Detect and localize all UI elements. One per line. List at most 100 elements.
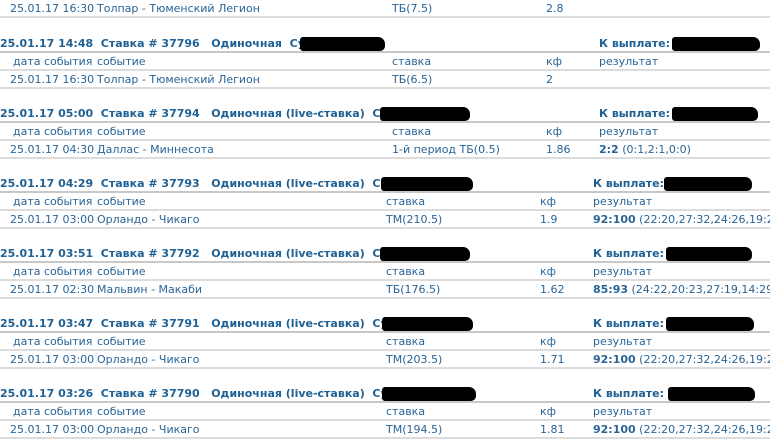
bet-title: 25.01.17 14:48 Ставка # 37796 Одиночная … xyxy=(0,37,335,50)
coefficient: 1.81 xyxy=(540,423,565,436)
bet-label: Ставка # xyxy=(100,387,158,400)
bet-header: 25.01.17 03:26 Ставка # 37790 Одиночная … xyxy=(0,387,770,403)
col-date: дата события xyxy=(13,55,93,68)
bet-id: 37796 xyxy=(161,37,200,50)
payout-label: К выплате: xyxy=(593,177,665,190)
stake: ТМ(210.5) xyxy=(386,213,443,226)
bet-title: 25.01.17 03:26 Ставка # 37790 Одиночная … xyxy=(0,387,417,400)
col-kf: кф xyxy=(540,405,557,418)
bet-header: 25.01.17 14:48 Ставка # 37796 Одиночная … xyxy=(0,37,770,53)
bet-header: 25.01.17 03:51 Ставка # 37792 Одиночная … xyxy=(0,247,770,263)
event-date: 25.01.17 16:30 xyxy=(10,73,95,86)
bet-time: 25.01.17 03:47 xyxy=(0,317,94,330)
result: 85:93 (24:22,20:23,27:19,14:29) xyxy=(593,283,770,296)
bet-time: 25.01.17 03:51 xyxy=(0,247,94,260)
event-date: 25.01.17 04:30 xyxy=(10,143,95,156)
column-header: дата события событие ставка кф результат xyxy=(0,263,770,281)
coefficient: 1.86 xyxy=(546,143,571,156)
redacted-payout xyxy=(666,317,754,331)
coefficient: 2.8 xyxy=(546,2,564,15)
col-result: результат xyxy=(593,405,653,418)
stake: ТБ(176.5) xyxy=(386,283,441,296)
result-detail: (24:22,20:23,27:19,14:29) xyxy=(628,283,770,296)
table-row: 25.01.17 03:00 Орландо - Чикаго ТМ(210.5) 1… xyxy=(0,211,770,229)
table-row: 25.01.17 03:00 Орландо - Чикаго ТМ(203.5) 1… xyxy=(0,351,770,369)
result-detail: (0:1,2:1,0:0) xyxy=(618,143,691,156)
col-kf: кф xyxy=(540,335,557,348)
bet-time: 25.01.17 05:00 xyxy=(0,107,94,120)
col-kf: кф xyxy=(546,55,563,68)
bet-title: 25.01.17 03:51 Ставка # 37792 Одиночная … xyxy=(0,247,417,260)
col-date: дата события xyxy=(13,195,93,208)
stake: ТБ(6.5) xyxy=(392,73,433,86)
event-date: 25.01.17 03:00 xyxy=(10,213,95,226)
coefficient: 1.62 xyxy=(540,283,565,296)
bet-id: 37793 xyxy=(161,177,200,190)
col-kf: кф xyxy=(546,125,563,138)
bet-type: Одиночная (live-ставка) xyxy=(211,107,365,120)
bet-title: 25.01.17 05:00 Ставка # 37794 Одиночная … xyxy=(0,107,417,120)
col-stake: ставка xyxy=(392,55,432,68)
col-stake: ставка xyxy=(392,125,432,138)
payout-label: К выплате: xyxy=(593,387,665,400)
stake: 1-й период ТБ(0.5) xyxy=(392,143,500,156)
payout-label: К выплате: xyxy=(599,37,671,50)
coefficient: 1.71 xyxy=(540,353,565,366)
bet-time: 25.01.17 04:29 xyxy=(0,177,94,190)
col-kf: кф xyxy=(540,195,557,208)
result-score: 92:100 xyxy=(593,423,636,436)
bet-time: 25.01.17 14:48 xyxy=(0,37,94,50)
event-name: Орландо - Чикаго xyxy=(97,423,200,436)
result: 92:100 (22:20,27:32,24:26,19:22) xyxy=(593,353,770,366)
col-result: результат xyxy=(593,335,653,348)
redacted-payout xyxy=(672,37,760,51)
column-header: дата события событие ставка кф результат xyxy=(0,403,770,421)
event-date: 25.01.17 03:00 xyxy=(10,353,95,366)
redacted-sum xyxy=(380,247,470,261)
col-event: событие xyxy=(97,55,146,68)
bet-label: Ставка # xyxy=(100,177,158,190)
event-date: 25.01.17 03:00 xyxy=(10,423,95,436)
bet-header: 25.01.17 03:47 Ставка # 37791 Одиночная … xyxy=(0,317,770,333)
event-date: 25.01.17 02:30 xyxy=(10,283,95,296)
redacted-payout xyxy=(664,177,752,191)
stake: ТМ(203.5) xyxy=(386,353,443,366)
bet-label: Ставка # xyxy=(100,37,158,50)
column-header: дата события событие ставка кф результат xyxy=(0,333,770,351)
payout-label: К выплате: xyxy=(599,107,671,120)
column-header: дата события событие ставка кф результат xyxy=(0,53,770,71)
result-score: 92:100 xyxy=(593,213,636,226)
bet-type: Одиночная (live-ставка) xyxy=(211,387,365,400)
redacted-sum xyxy=(382,387,476,401)
coefficient: 2 xyxy=(546,73,553,86)
event-name: Орландо - Чикаго xyxy=(97,213,200,226)
redacted-payout xyxy=(666,247,752,261)
bet-id: 37794 xyxy=(161,107,200,120)
col-result: результат xyxy=(593,195,653,208)
col-stake: ставка xyxy=(386,265,426,278)
redacted-sum xyxy=(380,107,470,121)
bet-label: Ставка # xyxy=(100,317,158,330)
column-header: дата события событие ставка кф результат xyxy=(0,123,770,141)
result: 2:2 (0:1,2:1,0:0) xyxy=(599,143,691,156)
event-date: 25.01.17 16:30 xyxy=(10,2,95,15)
event-name: Толпар - Тюменский Легион xyxy=(97,2,260,15)
bet-type: Одиночная (live-ставка) xyxy=(211,317,365,330)
col-stake: ставка xyxy=(386,195,426,208)
bet-label: Ставка # xyxy=(100,247,158,260)
event-name: Орландо - Чикаго xyxy=(97,353,200,366)
col-event: событие xyxy=(97,125,146,138)
col-stake: ставка xyxy=(386,335,426,348)
col-result: результат xyxy=(593,265,653,278)
event-name: Даллас - Миннесота xyxy=(97,143,214,156)
bet-time: 25.01.17 03:26 xyxy=(0,387,94,400)
col-event: событие xyxy=(97,405,146,418)
bet-type: Одиночная (live-ставка) xyxy=(211,177,365,190)
col-stake: ставка xyxy=(386,405,426,418)
result-detail: (22:20,27:32,24:26,19:22) xyxy=(639,353,770,366)
table-row: 25.01.17 03:00 Орландо - Чикаго ТМ(194.5) 1… xyxy=(0,421,770,439)
result: 92:100 (22:20,27:32,24:26,19:22) xyxy=(593,423,770,436)
bet-type: Одиночная xyxy=(211,37,282,50)
bet-id: 37790 xyxy=(161,387,200,400)
bet-title: 25.01.17 03:47 Ставка # 37791 Одиночная … xyxy=(0,317,417,330)
